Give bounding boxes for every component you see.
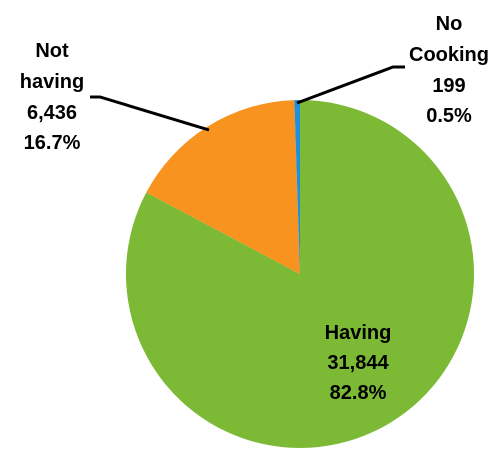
pie-slices: [126, 100, 475, 449]
data-label-having: Having 31,844 82.8%: [325, 322, 392, 404]
slice-name-not-having-line2: having: [20, 71, 84, 93]
pie-slice-not-having: [146, 100, 300, 274]
slice-name-having: Having: [325, 322, 392, 344]
pie-slice-having: [126, 100, 475, 449]
slice-value-not-having: 6,436: [27, 102, 77, 124]
pie-slice-no-cooking: [294, 100, 300, 274]
leader-line-no-cooking: [296, 65, 405, 105]
data-label-not-having: Not having 6,436 16.7%: [20, 40, 84, 154]
slice-name-no-cooking-line2: Cooking: [409, 44, 489, 66]
slice-name-no-cooking-line1: No: [436, 13, 463, 35]
slice-percent-having: 82.8%: [330, 382, 387, 404]
leader-line-not-having: [90, 95, 210, 132]
data-label-no-cooking: No Cooking 199 0.5%: [409, 13, 489, 127]
slice-value-no-cooking: 199: [432, 75, 465, 97]
slice-value-having: 31,844: [327, 352, 389, 374]
slice-name-not-having-line1: Not: [35, 40, 69, 62]
slice-percent-no-cooking: 0.5%: [426, 105, 472, 127]
slice-percent-not-having: 16.7%: [24, 132, 81, 154]
